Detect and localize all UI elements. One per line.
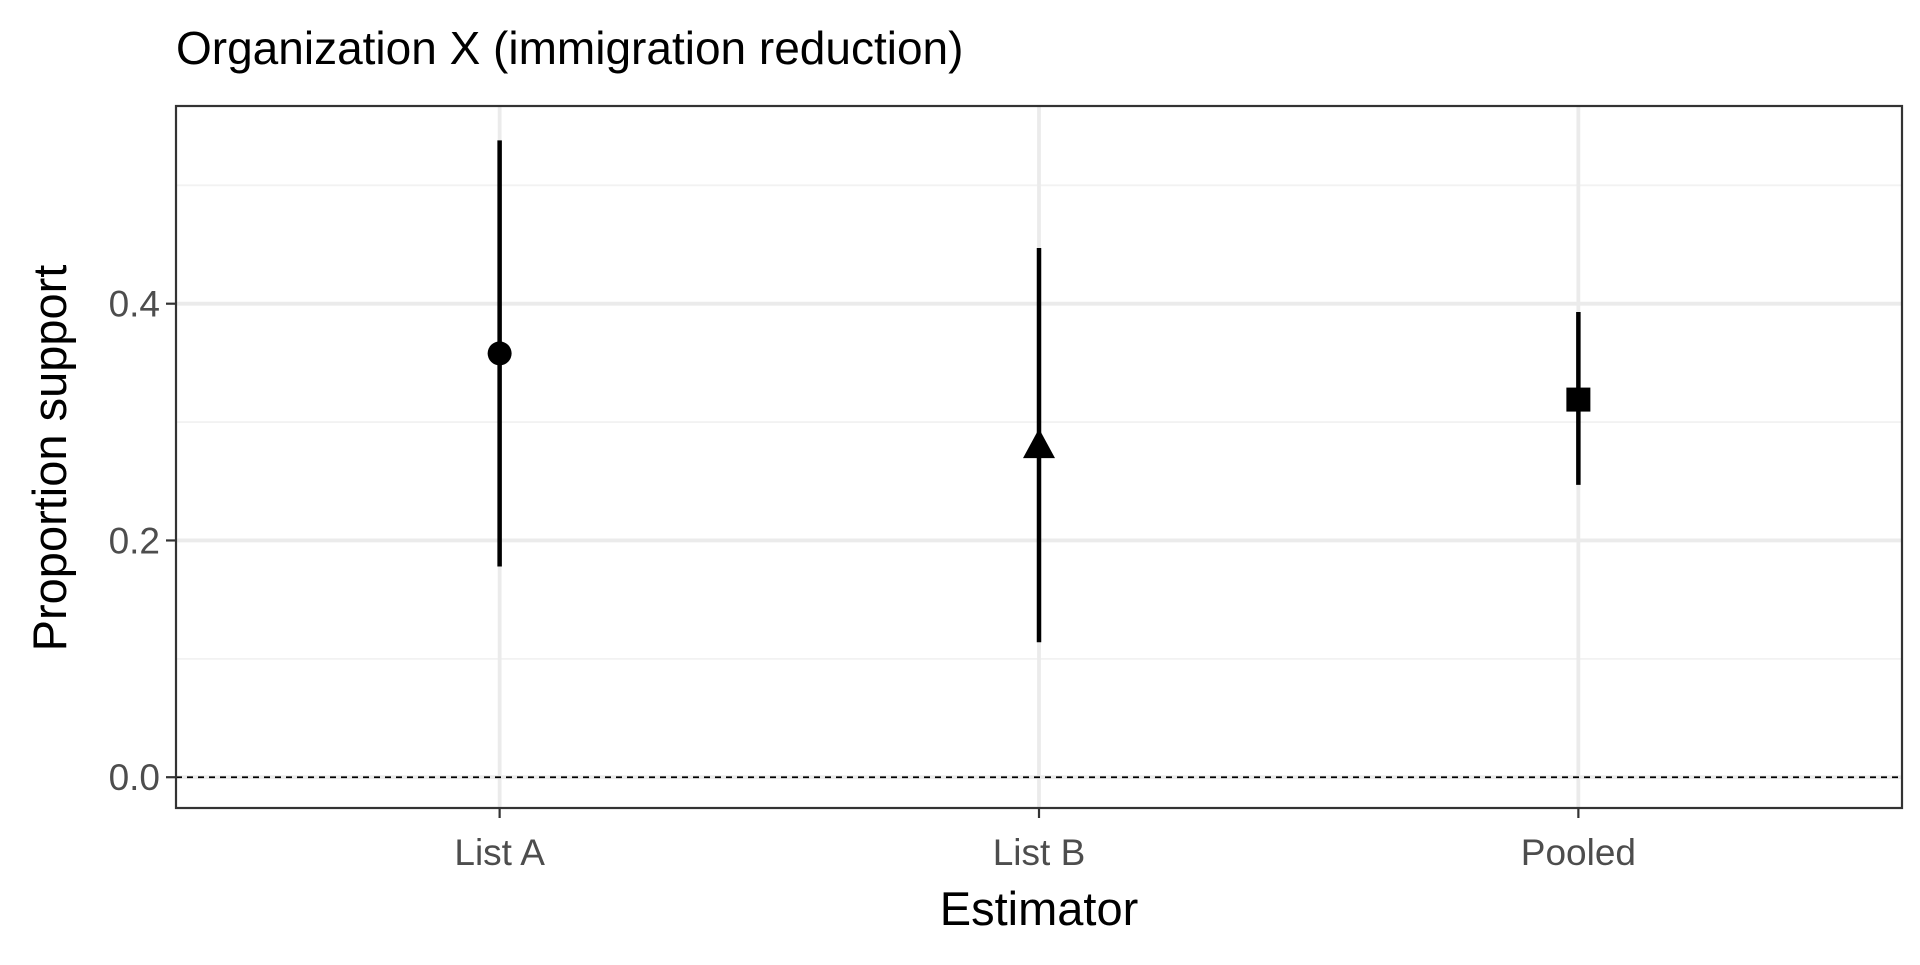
point-circle (487, 341, 512, 366)
y-tick-label: 0.4 (109, 284, 160, 325)
x-tick-label: Pooled (1521, 832, 1636, 873)
x-axis-title: Estimator (940, 882, 1139, 935)
y-tick-label: 0.0 (109, 757, 160, 798)
point-triangle (1023, 428, 1055, 459)
axes: 0.0 0.2 0.4 List A List B Pooled (109, 284, 1636, 873)
y-tick-label: 0.2 (109, 520, 160, 561)
point-square (1566, 387, 1591, 412)
y-axis-title: Proportion support (23, 265, 76, 652)
x-tick-label: List A (454, 832, 545, 873)
data-series (487, 140, 1591, 643)
chart-title: Organization X (immigration reduction) (176, 22, 963, 74)
x-tick-label: List B (993, 832, 1086, 873)
